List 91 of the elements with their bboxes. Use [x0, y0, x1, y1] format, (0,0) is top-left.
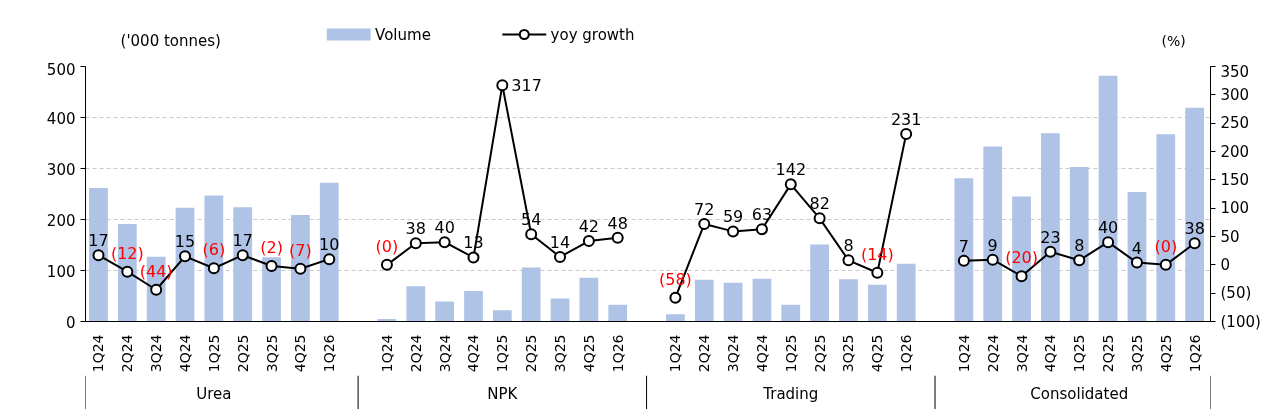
data-label: 23 [1040, 227, 1061, 247]
data-label: (6) [202, 240, 226, 260]
x-tick-label: 1Q25 [1071, 334, 1088, 373]
y2-tick-label: 150 [1220, 170, 1250, 189]
y2-tick-label: (100) [1220, 312, 1261, 331]
data-label: (44) [139, 261, 173, 281]
x-tick-label: 4Q25 [869, 334, 886, 373]
data-label: (20) [1005, 248, 1038, 268]
data-label: 17 [232, 231, 253, 251]
y2-tick-label: 0 [1220, 255, 1231, 274]
data-label: 38 [1184, 219, 1205, 239]
y2-tick-label: 250 [1220, 114, 1250, 133]
data-label: 8 [843, 236, 854, 256]
x-tick-label: 1Q25 [494, 334, 511, 373]
x-tick-label: 1Q24 [667, 334, 684, 373]
x-tick-label: 4Q24 [1042, 334, 1059, 373]
data-label: 82 [809, 194, 830, 214]
x-tick-label: 1Q26 [609, 334, 626, 373]
data-label: 14 [549, 232, 571, 252]
x-tick-label: 3Q25 [840, 334, 857, 373]
x-tick-label: 1Q24 [378, 334, 395, 373]
data-label: 8 [1074, 236, 1085, 256]
data-label: 42 [578, 217, 600, 237]
data-label: (12) [110, 243, 144, 263]
x-tick-label: 4Q25 [1157, 334, 1174, 373]
x-tick-label: 3Q25 [552, 334, 569, 373]
data-label: 40 [434, 218, 455, 238]
y-tick-label: 0 [65, 313, 76, 332]
text: Consolidated [1030, 385, 1129, 404]
x-tick-label: 3Q24 [1013, 334, 1030, 373]
x-tick-label: 4Q24 [753, 334, 770, 373]
x-tick-label: 4Q25 [580, 334, 597, 373]
y-tick-label: 200 [46, 211, 76, 230]
x-tick-label: 1Q25 [782, 334, 799, 373]
data-label: 9 [987, 235, 998, 255]
data-label: 40 [1097, 218, 1119, 238]
legend-label: yoy growth [550, 25, 635, 44]
data-label: 38 [405, 219, 426, 239]
x-tick-label: 2Q24 [119, 334, 136, 373]
data-label: 59 [722, 207, 744, 227]
x-tick-label: 2Q24 [984, 334, 1001, 373]
x-tick-label: 4Q25 [292, 334, 309, 373]
x-tick-label: 2Q25 [234, 334, 251, 373]
x-tick-label: 1Q24 [90, 334, 107, 373]
x-tick-label: 3Q25 [1128, 334, 1145, 373]
data-label: 4 [1131, 238, 1143, 258]
x-tick-label: 4Q24 [465, 334, 482, 373]
legend-label: Volume [375, 25, 431, 44]
x-tick-label: 1Q26 [1186, 334, 1203, 373]
x-tick-label: 1Q25 [205, 334, 222, 373]
x-tick-label: 1Q26 [321, 334, 338, 373]
y-axis-title: ('000 tonnes) [120, 31, 221, 50]
x-tick-label: 1Q26 [898, 334, 915, 373]
y-tick-label: 300 [46, 160, 76, 179]
data-label: (0) [1154, 236, 1178, 256]
y2-tick-label: 50 [1220, 227, 1240, 246]
x-tick-label: 2Q24 [696, 334, 713, 373]
y-tick-label: 100 [46, 262, 76, 281]
data-label: 7 [958, 236, 969, 256]
data-label: 10 [319, 235, 340, 255]
data-label: 48 [607, 213, 628, 233]
data-label: 17 [88, 231, 109, 251]
text: Urea [196, 385, 232, 404]
y2-axis-title: (%) [1161, 32, 1186, 49]
data-label: (2) [260, 237, 283, 257]
data-label: (0) [375, 236, 399, 256]
data-label: 72 [694, 200, 715, 220]
x-tick-label: 2Q25 [1100, 334, 1117, 373]
data-label: (7) [289, 240, 312, 260]
x-tick-label: 3Q24 [725, 334, 742, 373]
x-tick-label: 1Q24 [955, 334, 972, 373]
y2-tick-label: 200 [1220, 142, 1250, 161]
data-label: 142 [775, 160, 807, 180]
x-tick-label: 2Q25 [811, 334, 828, 373]
x-tick-label: 3Q24 [148, 334, 165, 373]
y-tick-label: 500 [46, 60, 76, 79]
y2-tick-label: 350 [1220, 62, 1250, 81]
x-tick-label: 3Q25 [263, 334, 280, 373]
y2-tick-label: 100 [1220, 199, 1250, 218]
y2-tick-label: (50) [1220, 284, 1252, 303]
y-tick-label: 400 [46, 109, 76, 128]
text: NPK [487, 385, 519, 404]
y2-tick-label: 300 [1220, 85, 1250, 104]
x-tick-label: 4Q24 [177, 334, 194, 373]
x-tick-label: 3Q24 [436, 334, 453, 373]
text: Trading [762, 385, 819, 404]
data-label: 231 [890, 109, 922, 129]
x-tick-label: 2Q24 [407, 334, 424, 373]
data-label: 317 [511, 76, 542, 96]
data-label: 15 [174, 232, 196, 252]
x-tick-label: 2Q25 [523, 334, 540, 373]
